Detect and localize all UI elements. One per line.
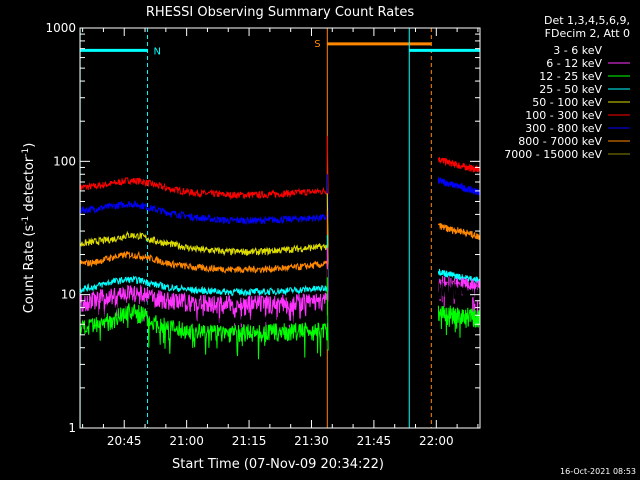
x-tick-label: 21:45 bbox=[357, 434, 392, 448]
series-line bbox=[79, 174, 329, 226]
x-axis: 20:45 21:00 21:15 21:30 21:45 22:00 bbox=[82, 28, 479, 448]
y-axis-label: Count Rate (s-1 detector-1) bbox=[21, 143, 37, 314]
legend-label: 3 - 6 keV bbox=[553, 44, 602, 57]
x-axis-label: Start Time (07-Nov-09 20:34:22) bbox=[172, 457, 384, 472]
series-line bbox=[79, 277, 329, 360]
series-line bbox=[79, 135, 329, 201]
legend-label: 7000 - 15000 keV bbox=[504, 148, 602, 161]
series-line bbox=[437, 157, 481, 173]
series-line bbox=[79, 210, 329, 274]
series-line bbox=[437, 223, 481, 241]
y-tick-label: 1 bbox=[68, 421, 76, 435]
series-line bbox=[79, 234, 329, 297]
x-tick-label: 21:15 bbox=[232, 434, 267, 448]
legend-label: 800 - 7000 keV bbox=[518, 135, 602, 148]
series-line bbox=[437, 177, 481, 196]
x-tick-label: 20:45 bbox=[107, 434, 142, 448]
y-axis: 1 10 100 1000 bbox=[45, 21, 480, 435]
y-label-part: detector bbox=[22, 156, 37, 216]
legend-label: 300 - 800 keV bbox=[525, 122, 602, 135]
y-label-sup: -1 bbox=[21, 216, 31, 225]
plot-frame bbox=[79, 27, 481, 429]
y-label-part: ) bbox=[22, 143, 37, 148]
plot-layer: NS bbox=[79, 28, 481, 428]
legend-label: 12 - 25 keV bbox=[539, 70, 602, 83]
legend-label: 100 - 300 keV bbox=[525, 109, 602, 122]
series-line bbox=[437, 280, 481, 318]
y-label-part: Count Rate (s bbox=[22, 225, 37, 314]
gap-label-night: N bbox=[154, 46, 161, 57]
legend-label: 6 - 12 keV bbox=[546, 57, 602, 70]
chart-title: RHESSI Observing Summary Count Rates bbox=[146, 5, 415, 20]
series-line bbox=[437, 305, 481, 338]
legend-header-line-2: FDecim 2, Att 0 bbox=[545, 27, 630, 40]
y-label-sup: -1 bbox=[21, 148, 31, 157]
x-tick-label: 21:00 bbox=[169, 434, 204, 448]
legend-header-line-1: Det 1,3,4,5,6,9, bbox=[544, 14, 630, 27]
series-line bbox=[79, 193, 329, 257]
timestamp: 16-Oct-2021 08:53 bbox=[560, 467, 636, 476]
y-tick-label: 1000 bbox=[45, 21, 76, 35]
gap-label-saa: S bbox=[314, 39, 320, 50]
x-tick-label: 22:00 bbox=[419, 434, 454, 448]
y-tick-label: 100 bbox=[53, 154, 76, 168]
y-tick-label: 10 bbox=[61, 288, 76, 302]
x-tick-label: 21:30 bbox=[294, 434, 329, 448]
legend-label: 50 - 100 keV bbox=[532, 96, 602, 109]
legend-label: 25 - 50 keV bbox=[539, 83, 602, 96]
